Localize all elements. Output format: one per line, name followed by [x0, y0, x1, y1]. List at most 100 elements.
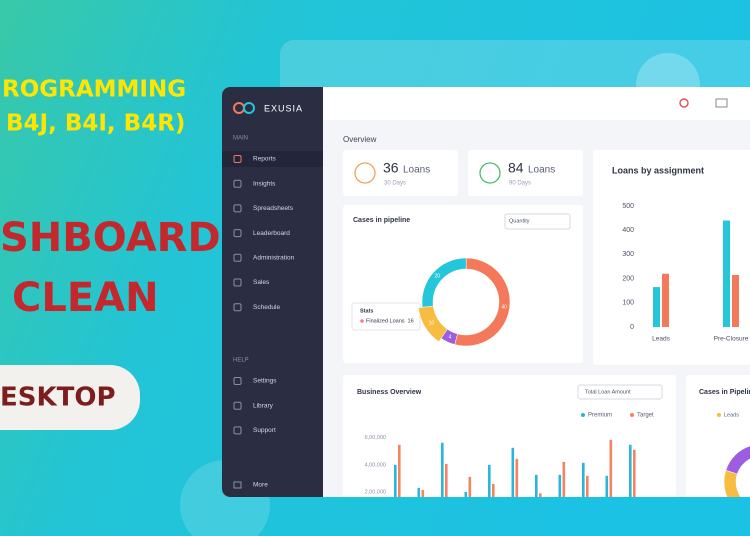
- x-tick-label: Pre-Closure: [714, 336, 749, 343]
- banner-line: B4J, B4I, B4R): [6, 111, 185, 137]
- nav-item[interactable]: Administration: [253, 255, 295, 262]
- bar: [515, 458, 519, 497]
- bar: [609, 439, 613, 497]
- card-period: 90 Days: [509, 181, 531, 187]
- legend-dot: [581, 413, 585, 417]
- window: EXUSIA MAIN Reports Insights Spreadsheets Lea…: [222, 87, 750, 497]
- panel: [343, 375, 676, 497]
- bar: [445, 463, 448, 497]
- bar: [562, 461, 566, 497]
- tooltip-title: Stats: [360, 308, 373, 314]
- y-tick-label: 4,00,000: [365, 462, 386, 468]
- nav-item[interactable]: Reports: [253, 156, 277, 163]
- y-tick-label: 400: [622, 227, 634, 234]
- bar: [539, 493, 542, 497]
- bell-icon[interactable]: [679, 98, 689, 108]
- nav-item[interactable]: Insights: [253, 180, 276, 187]
- donut-segment: [725, 445, 750, 475]
- panel-title: Loans by assignment: [612, 165, 704, 175]
- x-tick-label: Leads: [652, 336, 670, 343]
- panel: [593, 150, 750, 365]
- tooltip-value: 16: [408, 318, 414, 324]
- nav-item[interactable]: Leaderboard: [253, 230, 290, 237]
- section-title: Overview: [343, 135, 377, 144]
- nav-item[interactable]: Sales: [253, 279, 270, 286]
- y-tick-label: 500: [622, 203, 634, 210]
- top-bar: [323, 87, 750, 120]
- nav-icon: [233, 155, 242, 163]
- donut-segment: [418, 305, 448, 342]
- panel-title: Cases in Pipeline: [699, 389, 750, 396]
- nav-item[interactable]: Settings: [253, 378, 277, 385]
- bar: [535, 474, 538, 497]
- card-count: 36: [383, 160, 399, 176]
- nav-icon: [233, 426, 242, 435]
- y-tick-label: 0: [630, 324, 634, 331]
- decor: [280, 40, 750, 100]
- bar: [398, 444, 401, 497]
- nav-item[interactable]: Library: [253, 402, 274, 409]
- bar: [488, 464, 491, 497]
- sidebar: [222, 87, 323, 497]
- card-period: 30 Days: [384, 181, 406, 187]
- nav-item[interactable]: Support: [253, 427, 276, 434]
- bar: [511, 447, 515, 497]
- nav-icon: [233, 377, 242, 385]
- bar: [492, 483, 495, 497]
- panel-title: Business Overview: [357, 389, 422, 396]
- dropdown-label[interactable]: Total Loan Amount: [585, 389, 631, 395]
- bar: [586, 475, 589, 497]
- dropdown-label[interactable]: Quantity: [509, 218, 530, 224]
- segment-label: 20: [434, 274, 440, 280]
- segment-label: 4: [449, 334, 452, 340]
- y-tick-label: 200: [622, 275, 634, 282]
- panel-title: Cases in pipeline: [353, 217, 410, 224]
- tooltip-label: Finalized Loans: [366, 318, 405, 324]
- brand: EXUSIA: [264, 103, 303, 113]
- nav-icon: [233, 204, 242, 213]
- card-icon: [479, 162, 501, 184]
- nav-icon: [233, 229, 242, 238]
- y-tick-label: 2,00,000: [365, 489, 386, 495]
- card: [468, 150, 583, 196]
- segment-label: 10: [429, 320, 435, 326]
- legend-dot: [630, 413, 634, 417]
- bar: [633, 449, 636, 497]
- nav-icon: [233, 401, 242, 410]
- dropdown[interactable]: [577, 384, 663, 400]
- bar: [558, 474, 562, 497]
- bar: [417, 487, 421, 497]
- nav-item[interactable]: More: [253, 482, 268, 489]
- nav-item[interactable]: Spreadsheets: [253, 205, 294, 212]
- nav-item[interactable]: Schedule: [253, 304, 280, 311]
- nav-icon: [233, 253, 242, 262]
- bar: [394, 464, 397, 497]
- dropdown[interactable]: [504, 213, 571, 230]
- tooltip-dot: [360, 319, 364, 323]
- banner-line: CLEAN: [12, 275, 159, 321]
- section-label: MAIN: [233, 136, 248, 142]
- banner-line: SHBOARD: [0, 215, 221, 261]
- bar: [605, 475, 609, 497]
- logo: [243, 102, 255, 114]
- mail-icon[interactable]: [715, 98, 728, 108]
- bar: [582, 462, 585, 497]
- nav-icon: [233, 481, 242, 489]
- bar: [723, 220, 730, 327]
- card-unit: Loans: [528, 165, 555, 176]
- button[interactable]: [0, 365, 140, 430]
- card-unit: Loans: [403, 165, 430, 176]
- bar: [662, 273, 669, 327]
- legend-dot: [717, 413, 721, 417]
- bar: [421, 489, 425, 497]
- bar: [464, 491, 468, 497]
- bar: [468, 476, 472, 497]
- y-tick-label: 300: [622, 251, 634, 258]
- panel: [686, 375, 750, 497]
- y-tick-label: 100: [622, 300, 634, 307]
- bar: [732, 274, 739, 327]
- nav-icon: [233, 278, 242, 287]
- button-label[interactable]: ESKTOP: [0, 383, 116, 413]
